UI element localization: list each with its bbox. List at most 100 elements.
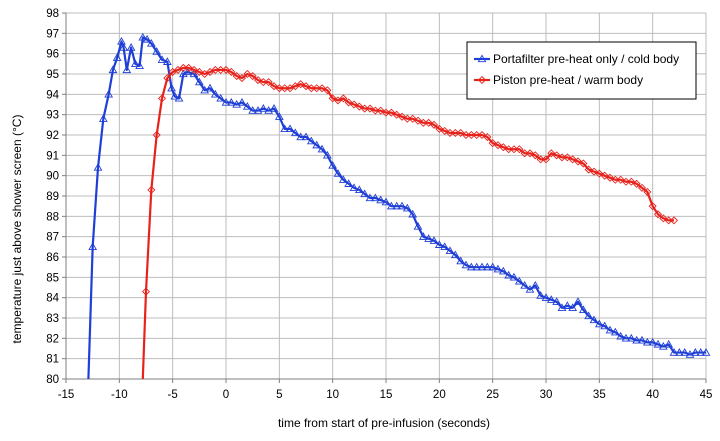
- x-tick-label: 10: [326, 389, 339, 401]
- data-point: [221, 97, 231, 106]
- data-point: [200, 85, 210, 94]
- data-point: [122, 65, 132, 74]
- data-point: [600, 321, 610, 330]
- series-group: [87, 32, 711, 380]
- data-point: [493, 264, 503, 273]
- data-point: [664, 216, 673, 225]
- data-point: [211, 65, 220, 74]
- data-point: [621, 177, 631, 186]
- data-point: [429, 236, 439, 244]
- data-point: [392, 201, 402, 210]
- data-point: [488, 262, 498, 271]
- series-2: [141, 63, 679, 380]
- data-point: [269, 104, 279, 112]
- data-point: [632, 335, 642, 344]
- data-point: [360, 104, 369, 113]
- y-tick-label: 89: [46, 191, 59, 203]
- data-point: [184, 63, 193, 72]
- data-point: [205, 83, 215, 92]
- data-point: [520, 280, 530, 289]
- data-point: [461, 130, 471, 140]
- data-point: [126, 43, 136, 51]
- data-point: [595, 169, 604, 178]
- data-point: [216, 93, 226, 102]
- data-point: [589, 315, 599, 324]
- data-point: [376, 106, 385, 115]
- data-point: [162, 57, 172, 65]
- data-point: [296, 132, 306, 141]
- data-point: [483, 132, 492, 142]
- data-point: [472, 130, 481, 140]
- x-tick-label: 20: [433, 389, 446, 401]
- data-point: [626, 333, 636, 342]
- data-point: [573, 297, 583, 305]
- data-point: [541, 155, 551, 164]
- data-point: [269, 82, 279, 91]
- data-point: [280, 84, 289, 93]
- data-point: [226, 97, 236, 106]
- data-point: [253, 76, 263, 85]
- data-point: [658, 341, 668, 350]
- data-point: [531, 151, 540, 160]
- data-point: [237, 74, 247, 83]
- data-point: [418, 232, 428, 240]
- data-point: [610, 327, 620, 336]
- y-tick-label: 80: [46, 374, 59, 386]
- data-point: [307, 84, 316, 93]
- x-tick-labels: -15 -10 -5 0 5 10 15 20 25 30 35 40 45: [58, 389, 713, 401]
- data-point: [397, 201, 407, 210]
- data-point: [434, 240, 444, 248]
- data-point: [445, 128, 455, 138]
- y-tick-label: 97: [46, 28, 59, 40]
- data-point: [130, 59, 140, 67]
- data-point: [552, 297, 562, 305]
- data-point: [536, 291, 546, 299]
- data-point: [339, 94, 348, 103]
- y-tick-label: 98: [46, 8, 59, 20]
- data-point: [381, 197, 391, 206]
- data-point: [594, 319, 604, 328]
- data-point: [557, 303, 567, 311]
- data-point: [216, 65, 225, 74]
- data-point: [328, 160, 338, 169]
- y-tick-label: 94: [46, 89, 59, 101]
- data-point: [349, 100, 359, 109]
- data-point: [653, 210, 663, 219]
- y-tick-label: 93: [46, 110, 59, 122]
- data-point: [317, 144, 327, 153]
- data-point: [194, 77, 204, 86]
- data-point: [445, 246, 455, 255]
- data-point: [232, 71, 241, 81]
- data-point: [312, 84, 321, 93]
- data-point: [354, 185, 364, 194]
- data-point: [589, 167, 599, 176]
- data-point: [493, 141, 503, 150]
- y-tick-label: 84: [46, 293, 59, 305]
- data-point: [296, 80, 305, 89]
- data-point: [562, 301, 572, 309]
- x-tick-label: 30: [540, 389, 553, 401]
- legend-swatch-marker: [477, 54, 487, 63]
- data-point: [659, 214, 668, 223]
- data-point: [322, 150, 332, 159]
- data-point: [643, 187, 652, 196]
- x-tick-label: -15: [58, 389, 75, 401]
- data-point: [536, 155, 545, 164]
- data-point: [248, 71, 257, 81]
- data-point: [653, 339, 663, 348]
- y-tick-label: 90: [46, 171, 59, 183]
- data-point: [189, 69, 199, 78]
- data-point: [248, 106, 258, 114]
- data-point: [306, 136, 316, 145]
- data-point: [301, 132, 311, 141]
- data-point: [210, 89, 220, 98]
- data-point: [142, 34, 152, 43]
- data-point: [552, 151, 561, 160]
- data-point: [242, 102, 252, 110]
- data-point: [568, 155, 577, 164]
- data-point: [221, 65, 231, 74]
- data-point: [424, 234, 434, 242]
- legend-box: [466, 41, 697, 100]
- data-point: [669, 216, 679, 225]
- data-point: [323, 86, 332, 95]
